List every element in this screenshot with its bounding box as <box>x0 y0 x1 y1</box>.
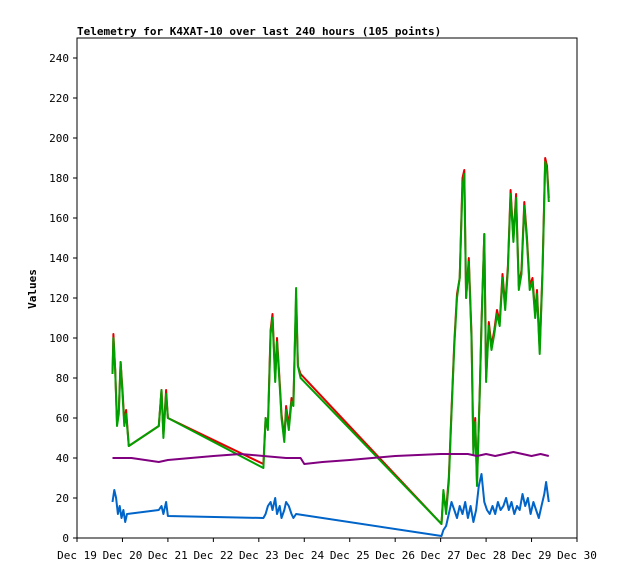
y-tick-label: 80 <box>56 372 69 385</box>
x-tick-label: Dec 27 <box>421 549 461 562</box>
series-layer <box>111 157 550 537</box>
y-tick-label: 220 <box>49 92 69 105</box>
x-tick-label: Dec 25 <box>330 549 370 562</box>
chart-title: Telemetry for K4XAT-10 over last 240 hou… <box>77 25 441 38</box>
y-tick-label: 20 <box>56 492 69 505</box>
x-tick-label: Dec 26 <box>375 549 415 562</box>
x-tick-label: Dec 20 <box>103 549 143 562</box>
y-tick-label: 100 <box>49 332 69 345</box>
y-axis-label: Values <box>26 269 39 309</box>
series-line-3 <box>112 451 550 465</box>
y-tick-label: 180 <box>49 172 69 185</box>
y-tick-label: 40 <box>56 452 69 465</box>
x-tick-label: Dec 30 <box>557 549 597 562</box>
y-tick-label: 0 <box>62 532 69 545</box>
x-tick-label: Dec 21 <box>148 549 188 562</box>
x-tick-label: Dec 22 <box>193 549 233 562</box>
series-line-4 <box>111 473 550 537</box>
series-line-1 <box>111 157 550 525</box>
y-tick-label: 240 <box>49 52 69 65</box>
series-line-2 <box>111 161 550 525</box>
y-tick-label: 160 <box>49 212 69 225</box>
x-tick-label: Dec 29 <box>512 549 552 562</box>
x-tick-label: Dec 23 <box>239 549 279 562</box>
x-axis-ticks: Dec 19 Dec 20 Dec 21 Dec 22 Dec 23 Dec 24 Dec … <box>57 538 597 562</box>
y-tick-label: 120 <box>49 292 69 305</box>
y-tick-label: 140 <box>49 252 69 265</box>
x-tick-label: Dec 28 <box>466 549 506 562</box>
y-tick-label: 60 <box>56 412 69 425</box>
x-tick-label: Dec 24 <box>284 549 324 562</box>
y-tick-label: 200 <box>49 132 69 145</box>
plot-frame <box>76 37 578 539</box>
x-tick-label: Dec 19 <box>57 549 97 562</box>
y-axis-ticks: 0 20 40 60 80 100 120 140 160 180 200 220 240 <box>49 52 77 545</box>
